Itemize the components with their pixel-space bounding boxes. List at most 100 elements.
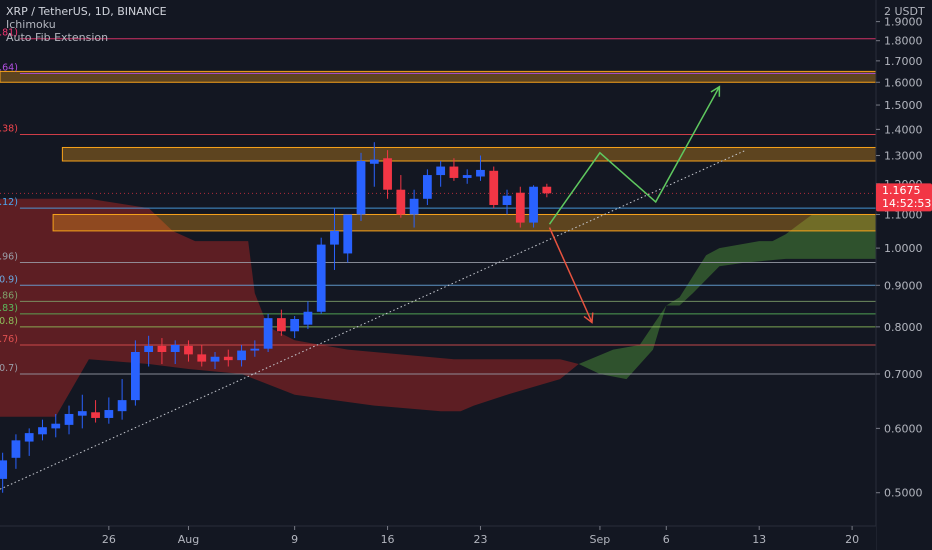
bullish-arrow-head xyxy=(710,85,721,97)
price-tick-label-15: 1.9000 xyxy=(884,16,923,29)
candle-body-19 xyxy=(237,350,246,361)
time-tick-label-6: Sep xyxy=(590,533,611,546)
fib-label-2: 3.618(1.64) xyxy=(0,63,18,74)
price-tick-label-14: 1.8000 xyxy=(884,35,923,48)
candle-body-3 xyxy=(24,433,34,442)
candle-body-35 xyxy=(449,166,459,178)
time-axis-bg xyxy=(0,526,876,550)
candle-body-13 xyxy=(157,345,167,352)
candle-body-36 xyxy=(462,175,472,178)
candle-body-1 xyxy=(0,460,8,479)
fib-label-10: 0.236(0.76) xyxy=(0,334,18,345)
price-tick-label-1: 0.5000 xyxy=(884,487,923,500)
price-tick-label-13: 1.7000 xyxy=(884,55,923,68)
price-zone-3 xyxy=(52,213,877,232)
candle-body-10 xyxy=(117,400,127,412)
bearish-arrow-head xyxy=(583,312,594,324)
candle-body-18 xyxy=(223,356,233,361)
current-price-value: 1.1675 xyxy=(882,184,921,198)
current-price-badge: 1.1675 14:52:53 xyxy=(876,184,932,210)
fib-label-8: 0.5(0.83) xyxy=(0,303,18,314)
projection-arrows xyxy=(548,85,721,324)
candle-body-5 xyxy=(51,423,61,429)
time-tick-label-3: 9 xyxy=(291,533,298,546)
price-tick-label-12: 1.6000 xyxy=(884,76,923,89)
price-tick-label-4: 0.8000 xyxy=(884,321,923,334)
candle-body-38 xyxy=(489,170,499,205)
candle-body-9 xyxy=(104,410,114,418)
price-zone-2 xyxy=(61,146,877,162)
candle-body-24 xyxy=(303,311,313,325)
time-tick-label-5: 23 xyxy=(473,533,487,546)
candle-body-6 xyxy=(64,413,74,425)
time-tick-label-1: 26 xyxy=(102,533,116,546)
price-tick-label-10: 1.4000 xyxy=(884,123,923,136)
price-tick-label-5: 0.9000 xyxy=(884,279,923,292)
candle-body-23 xyxy=(290,319,300,332)
candle-body-42 xyxy=(542,186,552,194)
fib-label-1: 4.236(1.81) xyxy=(0,28,18,39)
price-tick-label-2: 0.6000 xyxy=(884,422,923,435)
candle-body-33 xyxy=(423,175,432,199)
price-zone-1 xyxy=(0,70,877,83)
fib-extension-levels: 4.236(1.81) 3.618(1.64) 2.618(1.38) 1.618(1… xyxy=(0,28,876,375)
candle-body-8 xyxy=(91,412,100,418)
symbol-title[interactable]: XRP / TetherUS, 1D, BINANCE xyxy=(6,5,167,18)
price-tick-label-9: 1.3000 xyxy=(884,150,923,163)
fib-label-3: 2.618(1.38) xyxy=(0,123,18,134)
trendline xyxy=(0,149,876,490)
indicator-ichimoku[interactable]: Ichimoku xyxy=(6,18,56,31)
candle-body-32 xyxy=(409,198,419,215)
candle-body-11 xyxy=(131,351,140,401)
price-tick-label-7: 1.1000 xyxy=(884,208,923,221)
cloud-bearish xyxy=(0,198,579,417)
candles xyxy=(0,142,552,493)
indicator-fib[interactable]: Auto Fib Extension xyxy=(6,31,109,44)
candle-body-22 xyxy=(277,318,286,332)
candle-countdown: 14:52:53 xyxy=(882,197,932,211)
candle-body-39 xyxy=(502,195,512,205)
candle-body-41 xyxy=(529,186,538,223)
candle-body-2 xyxy=(11,440,21,458)
candle-body-25 xyxy=(316,244,326,312)
candle-body-14 xyxy=(170,344,180,352)
price-tick-label-6: 1.0000 xyxy=(884,242,923,255)
candle-body-16 xyxy=(197,354,207,362)
fib-label-11: 0(0.7) xyxy=(0,363,18,374)
candle-body-21 xyxy=(263,318,273,349)
candle-body-30 xyxy=(383,158,392,190)
candle-body-37 xyxy=(476,169,485,177)
chart-legend: XRP / TetherUS, 1D, BINANCE Ichimoku Aut… xyxy=(6,5,167,44)
candle-body-27 xyxy=(343,214,353,254)
candle-body-29 xyxy=(369,159,379,164)
cloud-bullish xyxy=(578,214,876,380)
fib-label-7: 0.618(0.86) xyxy=(0,290,18,301)
candle-body-15 xyxy=(184,345,193,355)
ichimoku-cloud xyxy=(0,198,876,417)
time-tick-label-4: 16 xyxy=(381,533,395,546)
fib-label-6: 0.786(0.9) xyxy=(0,274,18,285)
bearish-projection-path xyxy=(548,227,593,323)
bullish-projection-path xyxy=(548,86,721,225)
price-axis[interactable]: 0.5000 0.6000 0.7000 0.8000 0.9000 1.0000 1.10… xyxy=(875,0,932,550)
candle-body-26 xyxy=(330,230,339,245)
candle-body-7 xyxy=(77,411,87,416)
current-price-badge-bg xyxy=(876,183,932,212)
price-tick-label-3: 0.7000 xyxy=(884,368,923,381)
fib-label-9: 0.382(0.8) xyxy=(0,316,18,327)
candle-body-12 xyxy=(144,345,154,352)
time-tick-label-9: 20 xyxy=(845,533,859,546)
candle-body-20 xyxy=(250,348,260,351)
price-tick-label-11: 1.5000 xyxy=(884,99,923,112)
fib-label-5: 1(0.96) xyxy=(0,252,18,263)
price-axis-unit-label: 2 USDT xyxy=(884,5,925,18)
candle-body-28 xyxy=(356,161,366,215)
time-axis[interactable]: 26 Aug 9 16 23 Sep 6 13 20 xyxy=(0,525,876,550)
candle-body-4 xyxy=(38,427,47,435)
time-tick-label-2: Aug xyxy=(178,533,199,546)
candle-body-31 xyxy=(396,189,406,215)
time-tick-label-8: 13 xyxy=(752,533,766,546)
price-axis-bg xyxy=(876,0,932,550)
candle-body-40 xyxy=(515,192,525,223)
